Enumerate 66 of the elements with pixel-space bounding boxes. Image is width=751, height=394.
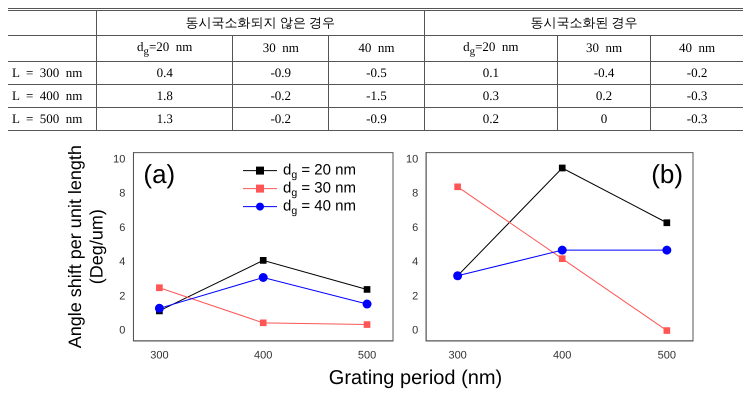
text: 1.3 (96, 107, 233, 130)
text: -1.5 (328, 84, 424, 108)
point (260, 256, 267, 264)
point (558, 245, 567, 254)
text: 1.8 (96, 84, 233, 108)
text: 0.3 (424, 84, 558, 108)
text: d$_{g}$=20 nm (96, 36, 233, 62)
text: -0.2 (232, 84, 329, 108)
x-tick-label: 300 (448, 349, 467, 362)
annotation: (a) (143, 158, 176, 188)
text: L = 400 nm (8, 84, 96, 108)
x-tick-label: 400 (254, 349, 272, 362)
point (454, 183, 461, 190)
y-tick-label: 6 (412, 222, 418, 234)
text: -0.5 (328, 61, 424, 84)
point (664, 326, 670, 334)
point (662, 245, 672, 254)
point (156, 284, 163, 291)
text: -0.4 (557, 61, 651, 84)
y-tick-label: 2 (412, 290, 418, 302)
text: 동시국소화된 경우 (424, 10, 743, 36)
text: 40 nm (328, 36, 424, 62)
text: -0.2 (232, 107, 329, 130)
y-tick-label: 6 (119, 222, 126, 234)
text: L = 300 nm (8, 61, 96, 84)
text: 30 nm (232, 36, 329, 62)
x-tick-label: 500 (658, 349, 676, 362)
point (258, 272, 268, 282)
x-tick-label: 400 (553, 349, 572, 362)
y-tick-label: 10 (406, 153, 418, 166)
point (364, 286, 370, 292)
point (362, 299, 372, 308)
text: 40 nm (650, 36, 743, 62)
text: L = 500 nm (8, 107, 96, 130)
point (558, 164, 566, 171)
point (260, 319, 267, 326)
y-tick-label: 10 (113, 153, 126, 166)
text: 0.4 (96, 61, 233, 84)
annotation: (b) (651, 158, 683, 188)
text: -0.3 (650, 107, 743, 130)
x-axis-title: Grating period (nm) (328, 366, 504, 390)
point (364, 320, 370, 328)
y-tick-label: 4 (119, 256, 126, 268)
y-tick-label: 8 (412, 187, 418, 200)
point (154, 303, 164, 312)
text: 0.2 (424, 107, 558, 130)
y-tick-label: 2 (119, 290, 126, 302)
x-tick-label: 300 (150, 349, 169, 362)
x-tick-label: 500 (358, 349, 376, 362)
point (558, 254, 566, 262)
y-tick-label: 8 (119, 187, 126, 200)
y-tick-label: 0 (119, 324, 126, 336)
y-axis-title: Angle shift per unit length (Deg/um) (64, 144, 106, 348)
text: 0.1 (424, 61, 558, 84)
text: 동시국소화되지 않은 경우 (96, 10, 424, 36)
text: -0.2 (650, 61, 743, 84)
text: -0.9 (328, 107, 424, 130)
text: 30 nm (557, 36, 651, 62)
point (664, 219, 670, 226)
text: -0.9 (232, 61, 329, 84)
text: -0.3 (650, 84, 743, 108)
text: 0.2 (557, 84, 651, 108)
text: d$_{g}$=20 nm (424, 36, 558, 62)
y-tick-label: 4 (412, 256, 418, 268)
y-tick-label: 0 (412, 324, 418, 336)
text: 0 (557, 107, 651, 130)
